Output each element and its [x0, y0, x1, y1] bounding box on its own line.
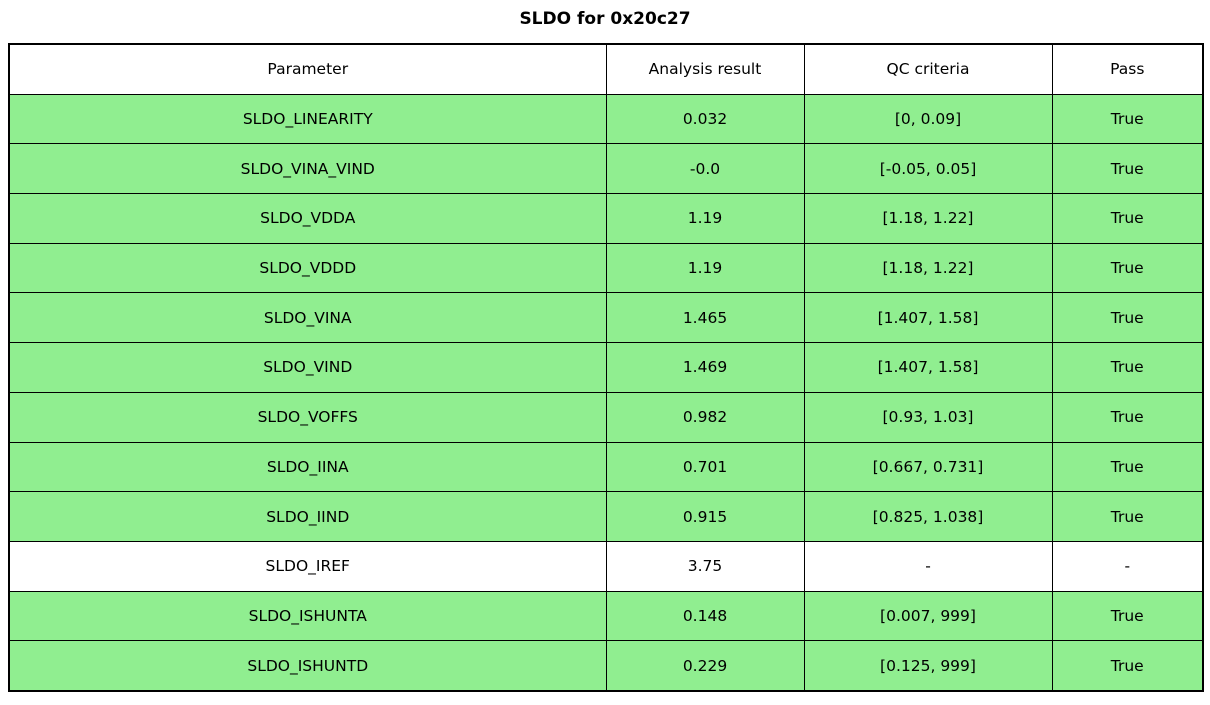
criteria-cell: [0.93, 1.03]: [803, 391, 1053, 443]
param-cell: SLDO_VINA: [8, 292, 607, 344]
param-cell: SLDO_VDDD: [8, 242, 607, 294]
pass-cell: True: [1051, 640, 1204, 692]
result-cell: 0.148: [605, 590, 805, 642]
pass-cell: True: [1051, 491, 1204, 542]
qc-results-table: Parameter Analysis result QC criteria Pa…: [8, 43, 1204, 692]
table-row: SLDO_IINA 0.701 [0.667, 0.731] True: [8, 441, 1204, 493]
result-cell: 1.465: [605, 292, 805, 344]
criteria-cell: [1.407, 1.58]: [803, 292, 1053, 344]
param-cell: SLDO_ISHUNTA: [8, 590, 607, 642]
result-cell: 0.915: [605, 491, 805, 542]
param-cell: SLDO_IREF: [8, 540, 607, 592]
table-row: SLDO_ISHUNTA 0.148 [0.007, 999] True: [8, 590, 1204, 642]
table-row: SLDO_ISHUNTD 0.229 [0.125, 999] True: [8, 640, 1204, 692]
param-cell: SLDO_IIND: [8, 491, 607, 542]
criteria-cell: [1.407, 1.58]: [803, 342, 1053, 393]
pass-cell: True: [1051, 391, 1204, 443]
param-cell: SLDO_LINEARITY: [8, 93, 607, 145]
pass-cell: True: [1051, 342, 1204, 393]
table-row: SLDO_VINA 1.465 [1.407, 1.58] True: [8, 292, 1204, 344]
table-row: SLDO_LINEARITY 0.032 [0, 0.09] True: [8, 93, 1204, 145]
result-cell: 0.229: [605, 640, 805, 692]
criteria-cell: [1.18, 1.22]: [803, 242, 1053, 294]
criteria-cell: [0, 0.09]: [803, 93, 1053, 145]
criteria-cell: [0.667, 0.731]: [803, 441, 1053, 493]
table-row: SLDO_VIND 1.469 [1.407, 1.58] True: [8, 342, 1204, 393]
col-header-pass: Pass: [1051, 43, 1204, 95]
table-row: SLDO_VDDD 1.19 [1.18, 1.22] True: [8, 242, 1204, 294]
table-row: SLDO_VINA_VIND -0.0 [-0.05, 0.05] True: [8, 143, 1204, 195]
param-cell: SLDO_VINA_VIND: [8, 143, 607, 195]
criteria-cell: [1.18, 1.22]: [803, 193, 1053, 244]
param-cell: SLDO_VIND: [8, 342, 607, 393]
col-header-parameter: Parameter: [8, 43, 607, 95]
criteria-cell: [0.825, 1.038]: [803, 491, 1053, 542]
pass-cell: True: [1051, 292, 1204, 344]
result-cell: 0.032: [605, 93, 805, 145]
criteria-cell: [-0.05, 0.05]: [803, 143, 1053, 195]
chart-title: SLDO for 0x20c27: [519, 9, 691, 29]
criteria-cell: [0.125, 999]: [803, 640, 1053, 692]
pass-cell: True: [1051, 242, 1204, 294]
result-cell: 0.982: [605, 391, 805, 443]
param-cell: SLDO_VDDA: [8, 193, 607, 244]
result-cell: 1.19: [605, 193, 805, 244]
table-header-row: Parameter Analysis result QC criteria Pa…: [8, 43, 1204, 95]
result-cell: 1.19: [605, 242, 805, 294]
pass-cell: True: [1051, 441, 1204, 493]
table-row: SLDO_VOFFS 0.982 [0.93, 1.03] True: [8, 391, 1204, 443]
param-cell: SLDO_VOFFS: [8, 391, 607, 443]
table-row: SLDO_IIND 0.915 [0.825, 1.038] True: [8, 491, 1204, 542]
pass-cell: True: [1051, 93, 1204, 145]
pass-cell: True: [1051, 590, 1204, 642]
pass-cell: True: [1051, 143, 1204, 195]
table-row: SLDO_VDDA 1.19 [1.18, 1.22] True: [8, 193, 1204, 244]
criteria-cell: -: [803, 540, 1053, 592]
pass-cell: True: [1051, 193, 1204, 244]
result-cell: -0.0: [605, 143, 805, 195]
result-cell: 1.469: [605, 342, 805, 393]
result-cell: 0.701: [605, 441, 805, 493]
col-header-qc-criteria: QC criteria: [803, 43, 1053, 95]
param-cell: SLDO_IINA: [8, 441, 607, 493]
param-cell: SLDO_ISHUNTD: [8, 640, 607, 692]
pass-cell: -: [1051, 540, 1204, 592]
col-header-analysis-result: Analysis result: [605, 43, 805, 95]
criteria-cell: [0.007, 999]: [803, 590, 1053, 642]
table-row: SLDO_IREF 3.75 - -: [8, 540, 1204, 592]
result-cell: 3.75: [605, 540, 805, 592]
